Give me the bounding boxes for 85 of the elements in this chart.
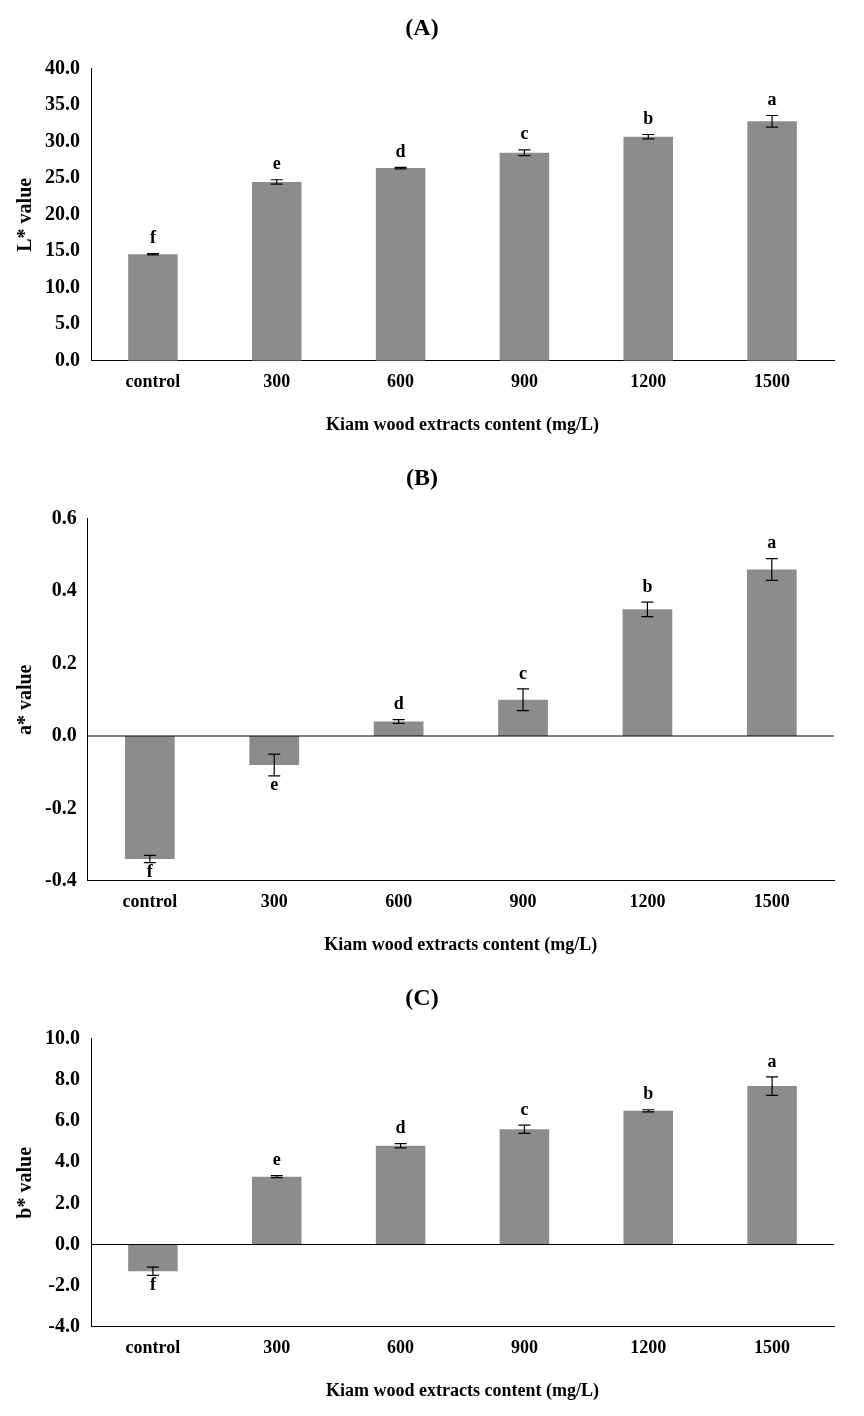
y-tick-label: -2.0 [48, 1272, 80, 1295]
bar [499, 1129, 550, 1245]
chart-title: (C) [405, 983, 439, 1010]
annotation: d [395, 141, 406, 162]
x-tick-label: control [122, 891, 178, 912]
x-tick-label: 600 [385, 891, 413, 912]
chart-title: (B) [406, 463, 438, 490]
y-tick-label: -0.2 [44, 795, 77, 818]
bar [623, 136, 674, 361]
annotation: c [519, 662, 528, 683]
y-tick-label: 4.0 [55, 1149, 80, 1172]
y-tick-label: 30.0 [45, 128, 80, 151]
annotation: f [149, 1274, 157, 1295]
y-tick-label: 0.0 [55, 347, 80, 370]
x-tick-label: 1200 [630, 1337, 667, 1358]
x-tick-label: 1200 [630, 371, 667, 392]
y-axis-title: a* value [13, 664, 36, 736]
x-tick-label: 900 [509, 891, 537, 912]
bar [128, 254, 178, 361]
y-tick-label: 0.2 [51, 650, 77, 673]
x-axis-title: Kiam wood extracts content (mg/L) [324, 933, 598, 955]
annotation: c [520, 1098, 529, 1119]
y-tick-label: 0.0 [51, 723, 77, 746]
bar [251, 181, 302, 361]
x-axis-title: Kiam wood extracts content (mg/L) [326, 1379, 599, 1401]
x-tick-label: 300 [263, 1337, 291, 1358]
y-tick-label: 6.0 [55, 1108, 80, 1131]
x-tick-label: 300 [260, 891, 288, 912]
annotation: f [146, 861, 154, 882]
bar [375, 1145, 426, 1245]
x-tick-label: 1200 [629, 891, 666, 912]
y-tick-label: 35.0 [45, 92, 80, 115]
y-tick-label: -4.0 [48, 1313, 80, 1336]
bar [249, 736, 300, 765]
annotation: a [767, 1050, 777, 1071]
y-tick-label: -0.4 [44, 867, 77, 890]
annotation: e [270, 774, 279, 795]
bar [251, 1176, 302, 1245]
annotation: f [149, 227, 157, 248]
x-tick-label: control [125, 1337, 181, 1358]
x-tick-label: control [125, 371, 181, 392]
x-tick-label: 600 [387, 1337, 415, 1358]
bar [747, 1086, 797, 1245]
annotation: b [642, 575, 653, 596]
bar [498, 699, 548, 736]
x-tick-label: 300 [263, 371, 291, 392]
bar [375, 168, 426, 361]
annotation: e [272, 153, 281, 174]
y-tick-label: 0.0 [55, 1231, 80, 1254]
chart-title: (A) [405, 13, 439, 40]
x-axis-title: Kiam wood extracts content (mg/L) [326, 413, 599, 435]
y-tick-label: 2.0 [55, 1190, 80, 1213]
y-tick-label: 8.0 [55, 1067, 80, 1090]
x-tick-label: 900 [510, 371, 538, 392]
y-tick-label: 15.0 [45, 238, 80, 261]
y-axis-title: b* value [13, 1146, 36, 1219]
bar [124, 736, 175, 860]
annotation: e [272, 1149, 281, 1170]
x-tick-label: 1500 [754, 1337, 791, 1358]
bar [746, 569, 797, 736]
annotation: c [520, 123, 529, 144]
x-tick-label: 600 [387, 371, 415, 392]
annotation: d [395, 1117, 406, 1138]
bar [128, 1244, 178, 1272]
annotation: d [393, 693, 404, 714]
y-tick-label: 20.0 [45, 201, 80, 224]
annotation: b [643, 1083, 654, 1104]
annotation: a [767, 532, 777, 553]
x-tick-label: 900 [510, 1337, 538, 1358]
y-axis-title: L* value [13, 177, 36, 252]
y-tick-label: 10.0 [45, 1025, 80, 1048]
y-tick-label: 0.4 [51, 578, 77, 601]
annotation: b [643, 108, 654, 129]
bar [747, 121, 797, 361]
bar [499, 152, 550, 361]
y-tick-label: 10.0 [45, 274, 80, 297]
x-tick-label: 1500 [753, 891, 790, 912]
y-tick-label: 0.6 [51, 505, 77, 528]
y-tick-label: 40.0 [45, 55, 80, 78]
bar [623, 1110, 674, 1245]
y-tick-label: 25.0 [45, 165, 80, 188]
y-tick-label: 5.0 [55, 311, 80, 334]
annotation: a [767, 89, 777, 110]
x-tick-label: 1500 [754, 371, 791, 392]
bar [622, 609, 673, 736]
